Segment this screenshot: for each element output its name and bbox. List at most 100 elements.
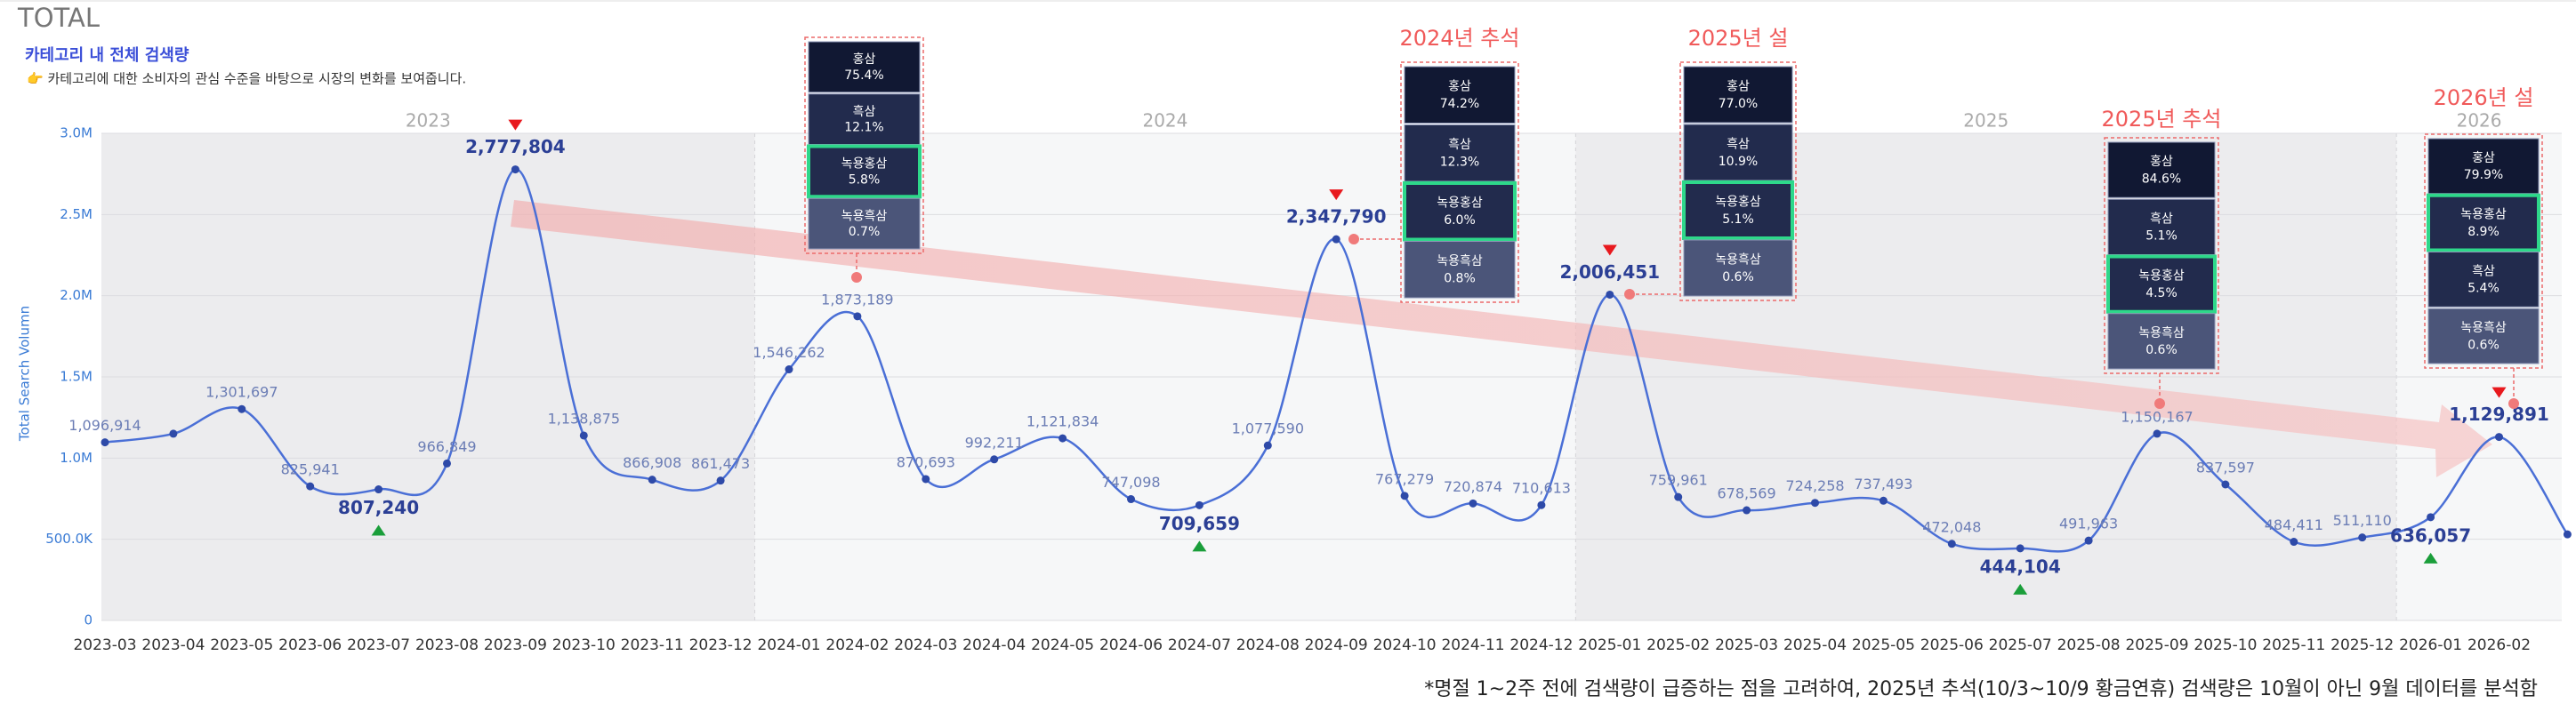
callout-name: 홍삼 <box>1448 80 1471 94</box>
callout-frame <box>804 36 924 254</box>
grid: 0 500.0K 1.0M 1.5M 2.0M 2.5M 3.0M 2023-03 2023-0… <box>45 125 2562 654</box>
value-label: 511,110 <box>2333 512 2392 529</box>
year-label: 2025 <box>1963 110 2008 132</box>
data-point <box>1127 495 1135 504</box>
callout-row <box>1404 124 1516 182</box>
data-point <box>990 455 999 464</box>
callout-row <box>2427 138 2540 195</box>
x-tick-label: 2023-08 <box>415 636 479 654</box>
min-marker <box>371 524 386 536</box>
x-tick-label: 2025-07 <box>1989 636 2052 654</box>
x-tick-label: 2024-05 <box>1031 636 1094 654</box>
connector-dot <box>2154 398 2165 409</box>
value-label: 759,961 <box>1649 472 1708 489</box>
data-point <box>2290 538 2298 547</box>
min-marker <box>1192 540 1207 552</box>
value-label: 1,121,834 <box>1026 413 1099 430</box>
y-axis-label: Total Search Volumn <box>17 306 33 442</box>
x-tick-label: 2025-08 <box>2057 636 2121 654</box>
x-tick-label: 2024-09 <box>1305 636 1368 654</box>
y-tick-label: 3.0M <box>60 125 93 141</box>
data-point <box>648 476 656 484</box>
data-point <box>1879 496 1888 505</box>
subtitle: 카테고리 내 전체 검색량 <box>25 46 189 65</box>
data-point <box>511 165 519 174</box>
y-tick-label: 2.5M <box>60 206 93 222</box>
data-point <box>1674 492 1683 501</box>
value-label: 1,096,914 <box>68 417 141 434</box>
callout-row <box>2427 193 2540 252</box>
data-point <box>2495 433 2503 442</box>
callout-name: 흑삼 <box>1448 137 1471 152</box>
x-tick-label: 2023-12 <box>689 636 753 654</box>
data-point <box>101 438 109 447</box>
callout-row <box>2427 308 2540 364</box>
x-tick-label: 2025-04 <box>1783 636 1847 654</box>
x-tick-label: 2026-02 <box>2467 636 2531 654</box>
data-point <box>1263 441 1272 450</box>
plot: 1,096,914 1,301,697 825,941 807,240 966,849 2… <box>68 119 2572 595</box>
callout-row <box>1404 66 1516 124</box>
callout-frame <box>2104 137 2219 374</box>
x-tick-label: 2023-10 <box>552 636 616 654</box>
data-point <box>2016 544 2025 553</box>
callout-row <box>1403 181 1517 242</box>
connector-dot <box>1624 289 1635 300</box>
value-label: 747,098 <box>1101 474 1160 491</box>
x-tick-label: 2024-07 <box>1168 636 1231 654</box>
value-label: 966,849 <box>417 438 476 455</box>
callout-name: 녹용홍삼 <box>2460 208 2507 222</box>
callout-row <box>1404 241 1516 299</box>
x-tick-label: 2025-12 <box>2330 636 2394 654</box>
connector-dot <box>851 272 862 283</box>
min-label: 444,104 <box>1980 556 2061 577</box>
callout-share: 74.2% <box>1440 97 1479 111</box>
callout-share: 84.6% <box>2142 172 2181 186</box>
value-label: 724,258 <box>1785 477 1844 494</box>
callout-title: 2026년 설 <box>2434 85 2534 110</box>
data-point <box>1947 540 1956 548</box>
data-point <box>237 404 246 413</box>
data-point <box>785 365 793 374</box>
x-tick-label: 2025-02 <box>1646 636 1710 654</box>
callout-row <box>1683 66 1793 124</box>
callout-row <box>1683 124 1793 181</box>
data-point <box>1743 506 1751 515</box>
callout-share: 0.8% <box>1444 272 1476 286</box>
value-label: 491,963 <box>2059 516 2118 532</box>
data-point <box>1400 492 1409 500</box>
value-label: 1,546,262 <box>753 344 825 361</box>
callout-name: 녹용홍삼 <box>1437 196 1483 211</box>
x-tick-label: 2024-02 <box>825 636 889 654</box>
min-label: 709,659 <box>1159 513 1240 534</box>
callout-row <box>807 144 922 199</box>
callout-share: 77.0% <box>1719 97 1758 111</box>
data-point <box>443 459 451 468</box>
callout-row <box>2107 141 2216 198</box>
value-label: 737,493 <box>1854 476 1912 492</box>
data-point <box>1811 499 1819 508</box>
value-label: 767,279 <box>1375 470 1434 487</box>
x-tick-label: 2025-03 <box>1715 636 1778 654</box>
x-tick-label: 2024-01 <box>757 636 820 654</box>
callout-share: 12.1% <box>844 121 883 135</box>
year-label: 2023 <box>406 110 451 132</box>
callout-share: 75.4% <box>844 68 883 83</box>
value-label: 1,301,697 <box>205 384 278 401</box>
data-point <box>716 476 725 485</box>
callout-name: 홍삼 <box>2150 155 2173 169</box>
value-label: 837,597 <box>2196 459 2255 476</box>
x-tick-label: 2024-08 <box>1236 636 1300 654</box>
data-point <box>2084 536 2093 545</box>
data-point <box>1059 434 1067 443</box>
x-tick-label: 2023-04 <box>141 636 205 654</box>
callout-name: 녹용홍삼 <box>1715 195 1761 209</box>
callout-name: 흑삼 <box>853 104 876 119</box>
x-tick-label: 2023-07 <box>347 636 410 654</box>
callout-name: 녹용흑삼 <box>1437 253 1483 268</box>
max-marker <box>508 119 523 131</box>
connector-dot <box>2508 398 2519 409</box>
